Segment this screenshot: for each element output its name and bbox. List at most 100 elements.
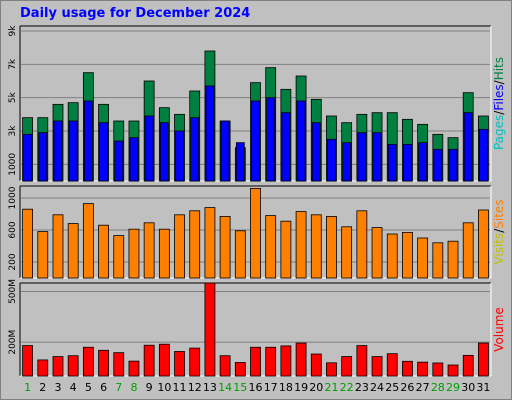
- bar-files: [83, 100, 93, 182]
- bar-files: [220, 120, 230, 182]
- bar-files: [266, 97, 276, 182]
- bar-volume: [432, 362, 444, 377]
- bar-sites: [402, 231, 413, 279]
- x-tick-label: 18: [279, 381, 293, 394]
- x-tick-label: 16: [249, 381, 263, 394]
- bar-sites: [37, 231, 49, 279]
- legend-pages-files-hits: Pages/Files/Hits: [492, 57, 506, 150]
- x-tick-label: 23: [355, 381, 369, 394]
- x-tick-label: 11: [173, 381, 187, 394]
- bar-volume: [128, 360, 140, 377]
- legend-part: /: [492, 228, 506, 233]
- x-tick-label: 2: [39, 381, 46, 394]
- bar-volume: [341, 356, 353, 377]
- bar-files: [327, 138, 336, 182]
- bar-sites: [417, 237, 429, 279]
- bar-volume: [462, 354, 474, 377]
- bar-volume: [98, 349, 109, 377]
- bar-sites: [22, 208, 33, 279]
- bar-sites: [67, 223, 79, 279]
- legend-part: Files: [492, 84, 506, 110]
- x-tick-label: 17: [264, 381, 278, 394]
- bar-files: [342, 142, 352, 182]
- bar-volume: [37, 359, 49, 377]
- bar-volume: [386, 353, 398, 377]
- bar-sites: [128, 228, 140, 279]
- x-tick-label: 15: [233, 381, 247, 394]
- bar-files: [144, 115, 154, 182]
- bar-sites: [174, 214, 185, 279]
- bar-sites: [82, 203, 94, 279]
- y-tick-label: 200: [8, 253, 18, 270]
- bar-volume: [234, 362, 246, 377]
- bar-sites: [98, 224, 109, 279]
- bar-sites: [341, 226, 353, 279]
- bar-volume: [204, 282, 216, 377]
- bar-files: [205, 85, 215, 182]
- bar-volume: [295, 342, 307, 377]
- bar-files: [251, 100, 260, 182]
- bar-volume: [402, 360, 413, 377]
- bar-files: [463, 112, 473, 182]
- bar-sites: [280, 220, 292, 279]
- x-tick-label: 19: [294, 381, 308, 394]
- bar-files: [190, 117, 200, 182]
- bar-sites: [52, 214, 64, 279]
- bar-sites: [250, 187, 261, 279]
- bar-volume: [250, 346, 261, 377]
- x-tick-label: 31: [476, 381, 490, 394]
- x-tick-label: 7: [115, 381, 122, 394]
- x-tick-label: 10: [157, 381, 171, 394]
- x-tick-label: 13: [203, 381, 217, 394]
- bar-files: [129, 137, 139, 182]
- bar-volume: [143, 344, 155, 377]
- bar-volume: [82, 346, 94, 377]
- bar-sites: [234, 230, 246, 279]
- bar-sites: [204, 207, 216, 279]
- legend-part: Volume: [492, 307, 506, 352]
- x-tick-label: 14: [218, 381, 232, 394]
- x-tick-label: 26: [400, 381, 414, 394]
- bar-volume: [219, 355, 231, 377]
- x-tick-label: 27: [416, 381, 430, 394]
- chart-title: Daily usage for December 2024: [20, 6, 251, 21]
- bar-volume: [356, 345, 368, 377]
- y-tick-label: 200M: [8, 330, 18, 355]
- x-tick-label: 24: [370, 381, 384, 394]
- bar-sites: [113, 235, 125, 279]
- bar-volume: [52, 356, 64, 377]
- bar-files: [235, 142, 245, 182]
- bar-files: [53, 120, 63, 182]
- x-tick-label: 4: [70, 381, 77, 394]
- legend-part: Hits: [492, 57, 506, 80]
- legend-part: Visits: [492, 233, 506, 265]
- x-tick-label: 22: [340, 381, 354, 394]
- x-tick-label: 21: [324, 381, 338, 394]
- bar-volume: [189, 347, 201, 377]
- bar-files: [479, 128, 488, 182]
- bar-files: [448, 148, 458, 182]
- bar-volume: [22, 345, 33, 377]
- bar-sites: [265, 215, 277, 279]
- legend-volume: Volume: [492, 307, 506, 352]
- x-tick-label: 3: [54, 381, 61, 394]
- legend-part: /: [492, 110, 506, 115]
- bar-files: [68, 120, 78, 182]
- bar-files: [23, 133, 32, 182]
- x-tick-label: 1: [24, 381, 31, 394]
- bar-volume: [158, 343, 170, 377]
- bar-sites: [462, 222, 474, 279]
- bar-files: [387, 143, 397, 182]
- bar-sites: [310, 214, 322, 279]
- legend-part: Sites: [492, 199, 506, 228]
- bar-sites: [143, 222, 155, 279]
- bar-volume: [113, 352, 125, 377]
- bar-sites: [432, 242, 444, 279]
- bar-files: [357, 132, 367, 182]
- y-tick-label: 9k: [8, 25, 18, 37]
- bar-files: [175, 130, 184, 182]
- bar-sites: [158, 228, 170, 279]
- bar-files: [372, 132, 382, 182]
- y-tick-label: 3k: [8, 125, 18, 137]
